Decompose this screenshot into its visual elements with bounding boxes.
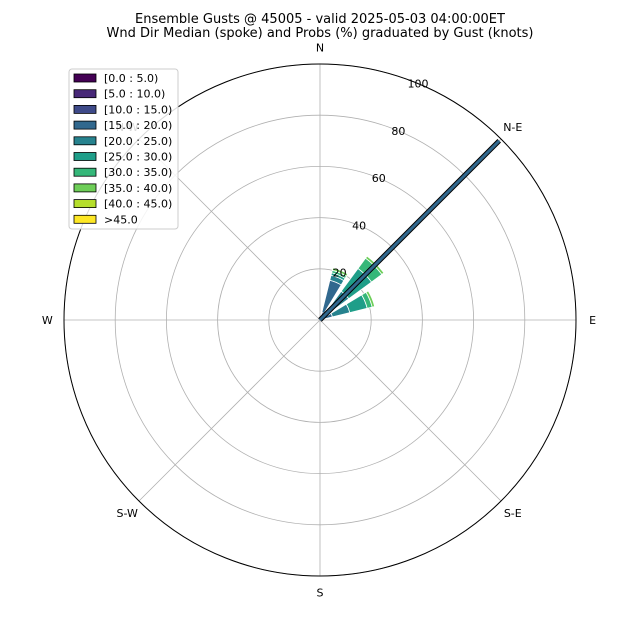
direction-label: W — [42, 314, 53, 327]
legend-label: [25.0 : 30.0) — [104, 151, 172, 164]
direction-label: N — [316, 41, 324, 54]
legend-label: [30.0 : 35.0) — [104, 166, 172, 179]
radial-tick-labels: 20 40 60 80 100 — [333, 77, 429, 279]
legend-label: [20.0 : 25.0) — [104, 135, 172, 148]
grid-spoke — [319, 319, 502, 502]
legend: [0.0 : 5.0) [5.0 : 10.0) [10.0 : 15.0) [15.… — [68, 68, 179, 230]
legend-label: [0.0 : 5.0) — [104, 72, 158, 85]
legend-swatch — [73, 136, 97, 146]
legend-label: [40.0 : 45.0) — [104, 198, 172, 211]
legend-swatch — [73, 89, 97, 99]
legend-label: [35.0 : 40.0) — [104, 182, 172, 195]
legend-label: [10.0 : 15.0) — [104, 103, 172, 116]
grid-spoke — [138, 319, 321, 502]
direction-label: E — [589, 314, 596, 327]
wind-bar-segment — [331, 267, 349, 277]
legend-label: [5.0 : 10.0) — [104, 88, 165, 101]
median-spoke-line — [318, 139, 501, 322]
radial-tick-label: 20 — [333, 267, 347, 280]
radial-tick-label: 40 — [352, 219, 366, 232]
radial-tick-label: 60 — [372, 172, 386, 185]
direction-label: N-E — [503, 121, 522, 134]
radial-tick-label: 80 — [391, 125, 405, 138]
radial-tick-label: 100 — [407, 77, 428, 90]
polar-frame — [63, 63, 577, 577]
legend-label: >45.0 — [104, 213, 138, 226]
legend-swatch — [73, 214, 97, 224]
chart-subtitle: Wnd Dir Median (spoke) and Probs (%) gra… — [107, 26, 534, 41]
legend-swatch — [73, 73, 97, 83]
direction-label: S-W — [117, 507, 139, 520]
legend-swatch — [73, 152, 97, 161]
median-spoke — [318, 139, 501, 322]
polar-grid — [63, 63, 577, 577]
legend-swatch — [73, 183, 97, 193]
direction-label: S — [317, 587, 324, 600]
legend-swatch — [73, 105, 97, 114]
chart-title: Ensemble Gusts @ 45005 - valid 2025-05-0… — [135, 12, 505, 27]
wind-bar-segment — [365, 290, 376, 308]
direction-label: S-E — [504, 507, 522, 520]
legend-swatch — [73, 199, 97, 209]
legend-swatch — [73, 167, 97, 177]
legend-swatch — [73, 120, 97, 130]
legend-label: [15.0 : 20.0) — [104, 119, 172, 132]
